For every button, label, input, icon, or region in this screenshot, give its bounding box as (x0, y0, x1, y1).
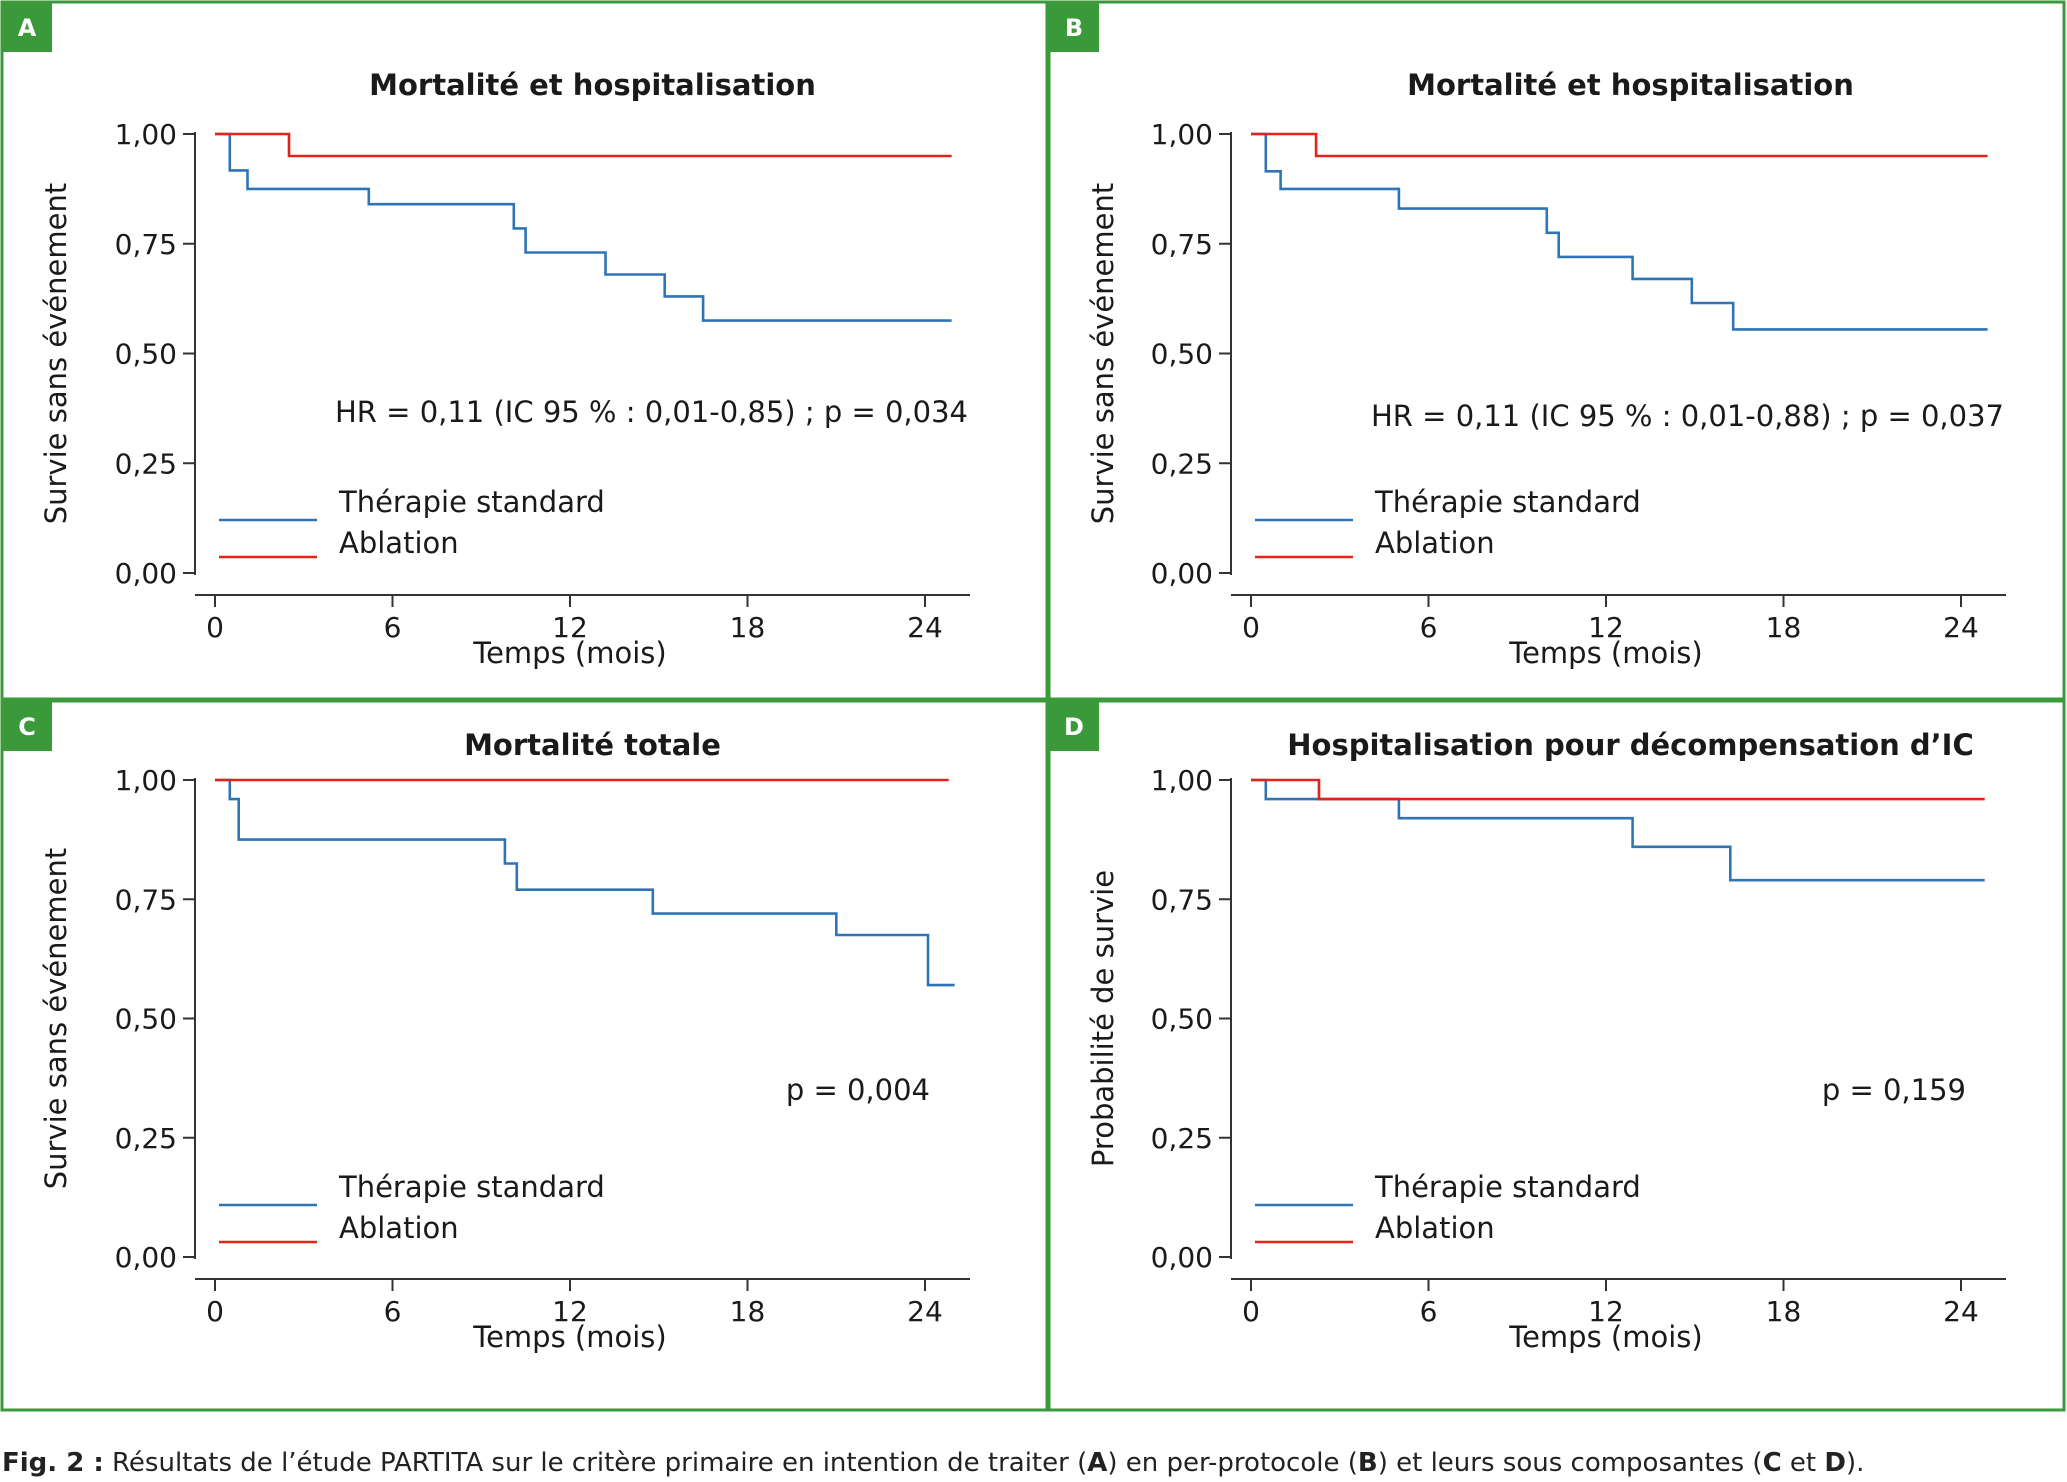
caption-ref-b: B (1357, 1448, 1378, 1478)
y-tick-label: 0,50 (1151, 338, 1213, 371)
y-axis-label: Survie sans événement (1086, 183, 1120, 525)
y-tick-label: 0,25 (115, 1122, 177, 1155)
y-tick-label: 1,00 (115, 764, 177, 797)
caption-ref-d: D (1824, 1448, 1846, 1478)
legend-label-standard: Thérapie standard (338, 1170, 605, 1204)
panel-letter: D (1064, 713, 1084, 741)
y-tick-label: 0,00 (1151, 557, 1213, 590)
x-tick-label: 6 (384, 1295, 402, 1328)
y-tick-label: 0,50 (1151, 1003, 1213, 1036)
x-tick-label: 24 (1943, 611, 1979, 644)
series-line-therapie-standard (1251, 778, 1985, 882)
x-tick-label: 18 (1766, 1295, 1802, 1328)
x-axis-label: Temps (mois) (1508, 636, 1702, 670)
x-tick-label: 24 (1943, 1295, 1979, 1328)
series-line-therapie-standard (1251, 132, 1988, 331)
panel-frame (1047, 699, 2066, 1412)
x-tick-label: 12 (1588, 611, 1624, 644)
caption-text-1: Résultats de l’étude PARTITA sur le crit… (103, 1448, 1088, 1478)
y-tick-label: 0,00 (115, 1241, 177, 1274)
legend-label-standard: Thérapie standard (1374, 1170, 1641, 1204)
x-tick-label: 6 (384, 611, 402, 644)
y-tick-label: 0,75 (1151, 883, 1213, 916)
x-tick-label: 24 (907, 611, 943, 644)
legend-label-ablation: Ablation (339, 526, 459, 560)
panel-badge (2, 2, 52, 52)
y-tick-label: 0,75 (115, 883, 177, 916)
y-tick-label: 0,75 (115, 228, 177, 261)
legend-label-ablation: Ablation (1375, 1211, 1495, 1245)
series-line-therapie-standard (215, 778, 955, 987)
panel-letter: B (1065, 14, 1083, 42)
series-line-ablation (215, 132, 952, 158)
caption-text-4: et (1781, 1448, 1825, 1478)
y-tick-label: 0,25 (1151, 1122, 1213, 1155)
chart-title: Mortalité totale (464, 728, 721, 762)
panel-b: B Mortalité et hospitalisation 0,00 0,25 0,5… (1047, 0, 2066, 701)
chart-title: Mortalité et hospitalisation (369, 68, 816, 102)
annotation-text: p = 0,004 (786, 1073, 930, 1107)
x-tick-label: 6 (1420, 1295, 1438, 1328)
panel-frame (0, 699, 1049, 1412)
legend-label-standard: Thérapie standard (1374, 485, 1641, 519)
y-axis-label: Survie sans événement (39, 848, 73, 1190)
legend-label-standard: Thérapie standard (338, 485, 605, 519)
y-axis-label: Probabilité de survie (1086, 870, 1120, 1167)
y-tick-label: 1,00 (1151, 118, 1213, 151)
x-tick-label: 0 (1242, 611, 1260, 644)
panel-letter: C (18, 713, 36, 741)
y-tick-label: 0,50 (115, 1003, 177, 1036)
y-tick-label: 0,00 (1151, 1241, 1213, 1274)
panel-d: D Hospitalisation pour décompensation d’I… (1047, 699, 2066, 1412)
caption-label: Fig. 2 : (2, 1448, 104, 1478)
annotation-text: HR = 0,11 (IC 95 % : 0,01-0,88) ; p = 0,… (1371, 399, 2004, 433)
x-tick-label: 12 (1588, 1295, 1624, 1328)
panel-badge (1049, 701, 1099, 751)
caption-text-5: ). (1846, 1448, 1865, 1478)
panel-c: C Mortalité totale 0,00 0,25 0,50 0,75 1,00 Sur… (0, 699, 1049, 1412)
caption-text-2: ) en per-protocole ( (1107, 1448, 1358, 1478)
panel-a: A Mortalité et hospitalisation 0,00 0,25 0,5… (0, 0, 1049, 701)
y-tick-label: 1,00 (1151, 764, 1213, 797)
y-tick-label: 0,25 (115, 447, 177, 480)
figure-caption: Fig. 2 : Résultats de l’étude PARTITA su… (2, 1448, 1864, 1478)
panel-frame (1047, 0, 2066, 701)
caption-ref-a: A (1087, 1448, 1108, 1478)
caption-ref-c: C (1762, 1448, 1782, 1478)
annotation-text: HR = 0,11 (IC 95 % : 0,01-0,85) ; p = 0,… (335, 395, 968, 429)
y-axis-label: Survie sans événement (39, 183, 73, 525)
y-tick-label: 0,75 (1151, 228, 1213, 261)
chart-title: Hospitalisation pour décompensation d’IC (1287, 728, 1973, 762)
x-tick-label: 0 (206, 611, 224, 644)
x-tick-label: 12 (552, 611, 588, 644)
x-tick-label: 0 (206, 1295, 224, 1328)
panel-frame (0, 0, 1049, 701)
x-tick-label: 24 (907, 1295, 943, 1328)
series-line-ablation (1251, 778, 1985, 801)
y-tick-label: 1,00 (115, 118, 177, 151)
y-tick-label: 0,25 (1151, 447, 1213, 480)
annotation-text: p = 0,159 (1822, 1073, 1966, 1107)
series-line-therapie-standard (215, 132, 952, 322)
chart-title: Mortalité et hospitalisation (1407, 68, 1854, 102)
panel-letter: A (18, 14, 37, 42)
x-axis-label: Temps (mois) (1508, 1320, 1702, 1354)
series-line-ablation (1251, 132, 1988, 158)
panel-badge (1049, 2, 1099, 52)
x-tick-label: 6 (1420, 611, 1438, 644)
x-tick-label: 18 (1766, 611, 1802, 644)
panel-badge (2, 701, 52, 751)
caption-text-3: ) et leurs sous composantes ( (1377, 1448, 1763, 1478)
legend-label-ablation: Ablation (1375, 526, 1495, 560)
y-tick-label: 0,00 (115, 557, 177, 590)
x-tick-label: 12 (552, 1295, 588, 1328)
y-tick-label: 0,50 (115, 338, 177, 371)
x-axis-label: Temps (mois) (472, 636, 666, 670)
x-axis-label: Temps (mois) (472, 1320, 666, 1354)
x-tick-label: 0 (1242, 1295, 1260, 1328)
x-tick-label: 18 (730, 1295, 766, 1328)
x-tick-label: 18 (730, 611, 766, 644)
legend-label-ablation: Ablation (339, 1211, 459, 1245)
